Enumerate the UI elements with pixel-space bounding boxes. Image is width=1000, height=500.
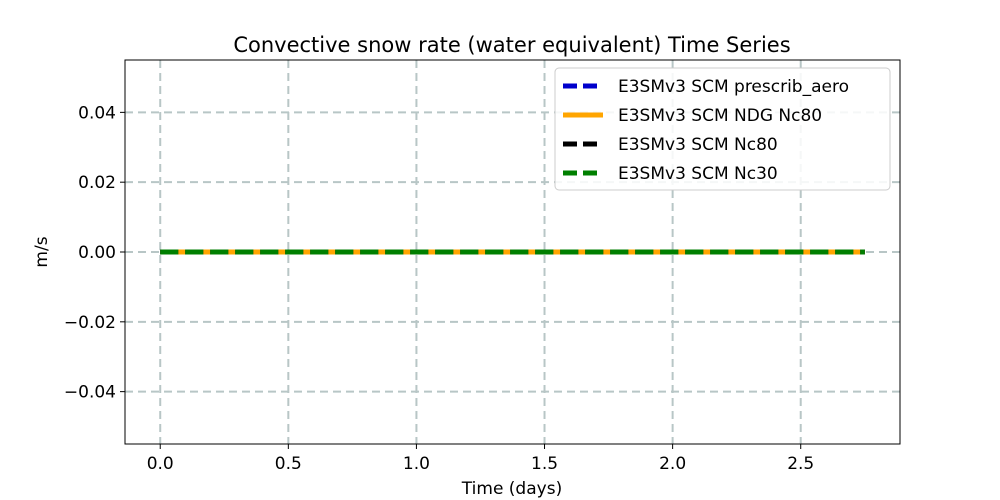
- legend-box: [554, 67, 891, 191]
- y-tick-label: 0.00: [78, 243, 116, 263]
- y-tick-label: −0.04: [64, 383, 116, 403]
- x-tick-label: 1.0: [403, 454, 430, 474]
- x-tick-label: 0.0: [147, 454, 174, 474]
- legend-label-2: E3SMv3 SCM NDG Nc80: [618, 106, 822, 126]
- legend-label-3: E3SMv3 SCM Nc80: [618, 135, 778, 155]
- y-axis: 0.04 0.02 0.00 −0.02 −0.04: [64, 103, 125, 403]
- y-axis-label: m/s: [32, 236, 52, 267]
- legend-label-4: E3SMv3 SCM Nc30: [618, 164, 778, 184]
- y-tick-label: 0.04: [78, 103, 116, 123]
- legend: E3SMv3 SCM prescrib_aero E3SMv3 SCM NDG N…: [554, 67, 891, 191]
- y-tick-label: −0.02: [64, 313, 116, 333]
- x-axis: 0.0 0.5 1.0 1.5 2.0 2.5: [147, 444, 814, 474]
- legend-label-1: E3SMv3 SCM prescrib_aero: [618, 77, 849, 97]
- grid: [125, 60, 900, 444]
- x-tick-label: 0.5: [275, 454, 302, 474]
- y-tick-label: 0.02: [78, 173, 116, 193]
- x-tick-label: 2.5: [787, 454, 814, 474]
- x-tick-label: 2.0: [659, 454, 686, 474]
- chart-title: Convective snow rate (water equivalent) …: [233, 33, 790, 57]
- x-tick-label: 1.5: [531, 454, 558, 474]
- x-axis-label: Time (days): [461, 479, 562, 499]
